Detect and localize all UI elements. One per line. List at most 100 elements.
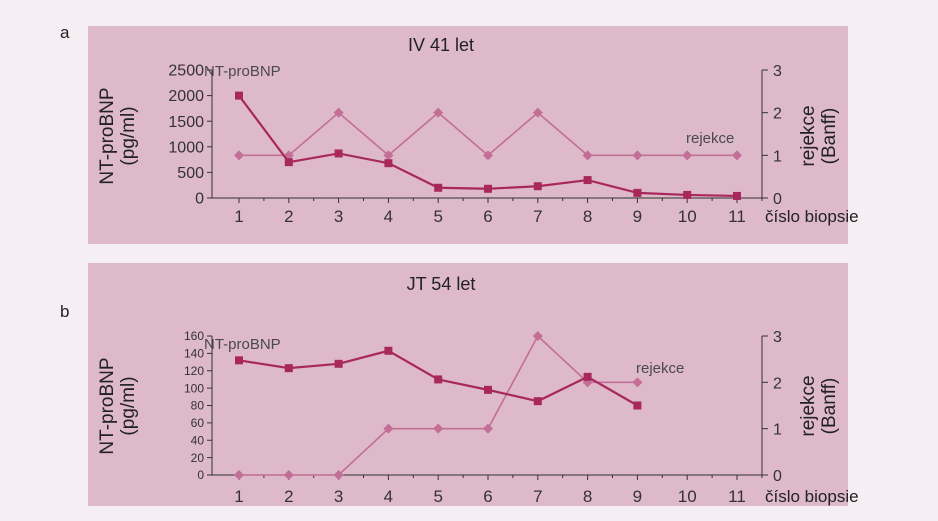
ntprobnp-point <box>284 364 293 373</box>
right-y-tick-label: 1 <box>773 422 782 439</box>
left-y-tick-label: 40 <box>191 433 205 447</box>
ntprobnp-point <box>235 356 243 365</box>
x-tick-label: 11 <box>728 487 746 506</box>
left-y-tick-label: 0 <box>197 468 204 482</box>
x-tick-label: 3 <box>334 207 343 226</box>
left-y-tick-label: 0 <box>195 191 204 208</box>
right-y-axis-label: rejekce(Banff) <box>798 375 840 436</box>
right-y-axis-label: rejekce(Banff) <box>798 105 840 166</box>
ntprobnp-point <box>533 397 542 406</box>
x-tick-label: 7 <box>533 207 542 226</box>
ntprobnp-point <box>384 346 393 355</box>
panel-title: JT 54 let <box>407 274 476 294</box>
rejekce-point <box>483 150 493 161</box>
rejekce-point <box>234 470 244 480</box>
right-y-tick-label: 1 <box>773 148 782 165</box>
left-y-tick-label: 160 <box>184 329 204 343</box>
x-tick-label: 2 <box>284 207 293 226</box>
left-y-tick-label: 2000 <box>168 88 204 105</box>
ntprobnp-point <box>633 188 642 197</box>
x-tick-label: 4 <box>384 207 393 226</box>
x-tick-label: 9 <box>633 207 642 226</box>
ntprobnp-point <box>334 359 343 368</box>
ntprobnp-point <box>583 372 592 381</box>
ntprobnp-point <box>384 159 393 168</box>
panel-letter: b <box>60 302 69 321</box>
x-tick-label: 9 <box>633 487 642 506</box>
x-axis-label: číslo biopsie <box>765 487 859 506</box>
ntprobnp-point <box>434 375 443 384</box>
left-y-tick-label: 120 <box>184 364 204 378</box>
left-y-tick-label: 100 <box>184 381 204 395</box>
left-y-axis-label-line: NT-proBNP <box>97 87 118 184</box>
ntprobnp-point <box>683 190 692 199</box>
panel-b: b JT 54 let 0 20 40 60 80 100 120 140 160 0 1 2 3 1 2 3 4 5… <box>60 263 859 506</box>
ntprobnp-point <box>434 183 443 192</box>
rejekce-point <box>632 377 643 388</box>
right-y-tick-label: 2 <box>773 106 782 123</box>
panel-background <box>88 263 848 506</box>
left-y-tick-label: 80 <box>191 399 205 413</box>
rejekce-point <box>682 150 693 161</box>
panel-title: IV 41 let <box>408 35 474 55</box>
x-axis-label: číslo biopsie <box>765 207 859 226</box>
left-y-axis-label-line: (pg/ml) <box>118 106 139 165</box>
right-y-axis-label-line: (Banff) <box>819 378 840 435</box>
left-y-tick-label: 2500 <box>168 63 204 80</box>
rejekce-point <box>532 107 543 118</box>
rejekce-point <box>632 150 643 161</box>
right-y-axis-label-line: rejekce <box>798 375 819 436</box>
left-y-axis-label-line: NT-proBNP <box>97 357 118 454</box>
left-y-tick-label: 1500 <box>168 114 204 131</box>
ntprobnp-point <box>733 191 741 200</box>
x-tick-label: 3 <box>334 487 343 506</box>
right-y-tick-label: 3 <box>773 63 782 80</box>
x-tick-label: 2 <box>284 487 293 506</box>
panel-letter: a <box>60 23 70 42</box>
ntprobnp-point <box>633 401 642 410</box>
series-label-ntprobnp: NT-proBNP <box>204 63 281 80</box>
right-y-tick-label: 3 <box>773 329 782 346</box>
panel-a: a IV 41 let 0 500 1000 1500 2000 2500 0 1 2 3 1 2 3 4 5 6… <box>60 23 859 244</box>
right-y-axis-label-line: rejekce <box>798 105 819 166</box>
rejekce-point <box>433 423 444 434</box>
x-tick-label: 10 <box>678 207 697 226</box>
left-y-tick-label: 140 <box>184 347 204 361</box>
right-y-tick-label: 0 <box>773 191 782 208</box>
rejekce-point <box>333 470 344 480</box>
left-y-axis-label: NT-proBNP(pg/ml) <box>97 87 139 184</box>
left-y-tick-label: 500 <box>177 165 204 182</box>
x-tick-label: 8 <box>583 207 592 226</box>
x-tick-label: 8 <box>583 487 592 506</box>
x-tick-label: 10 <box>678 487 697 506</box>
x-tick-label: 1 <box>234 487 243 506</box>
x-tick-label: 7 <box>533 487 542 506</box>
series-label-rejekce: rejekce <box>636 360 684 377</box>
rejekce-point <box>582 150 593 161</box>
rejekce-point <box>433 107 444 118</box>
left-y-axis-label-line: (pg/ml) <box>118 376 139 435</box>
left-y-tick-label: 20 <box>191 451 205 465</box>
rejekce-point <box>234 150 244 161</box>
rejekce-point <box>383 423 394 434</box>
rejekce-point <box>532 331 543 341</box>
right-y-tick-label: 0 <box>773 468 782 485</box>
series-label-rejekce: rejekce <box>686 130 734 147</box>
right-y-axis-label-line: (Banff) <box>819 108 840 165</box>
ntprobnp-point <box>484 385 492 394</box>
left-y-axis-label: NT-proBNP(pg/ml) <box>97 357 139 454</box>
ntprobnp-point <box>235 91 243 100</box>
x-tick-label: 5 <box>433 207 442 226</box>
x-tick-label: 11 <box>728 207 746 226</box>
rejekce-point <box>383 150 394 161</box>
left-y-tick-label: 60 <box>191 416 205 430</box>
ntprobnp-point <box>334 149 343 158</box>
x-tick-label: 5 <box>433 487 442 506</box>
left-y-tick-label: 1000 <box>168 139 204 156</box>
ntprobnp-point <box>533 182 542 191</box>
panel-background <box>88 26 848 244</box>
x-tick-label: 6 <box>483 207 492 226</box>
rejekce-point <box>483 423 493 434</box>
x-tick-label: 1 <box>234 207 243 226</box>
